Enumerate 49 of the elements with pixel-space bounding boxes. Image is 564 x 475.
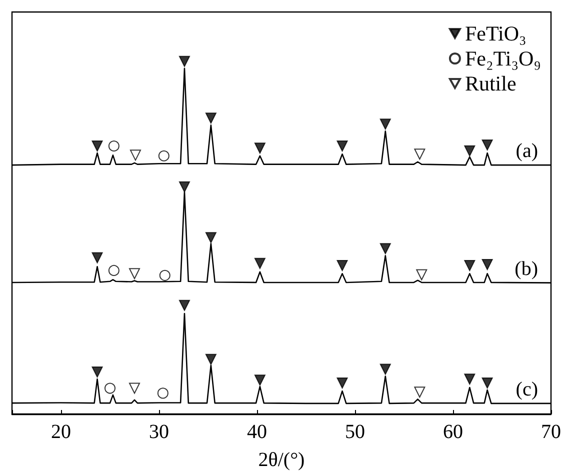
point xyxy=(464,260,476,272)
x-tick-label: 20 xyxy=(51,421,71,443)
point xyxy=(92,252,103,264)
point xyxy=(108,140,120,152)
point xyxy=(178,181,190,192)
point xyxy=(482,139,493,150)
point xyxy=(129,268,140,280)
point xyxy=(414,148,426,160)
point xyxy=(336,260,348,272)
x-tick-label: 70 xyxy=(541,421,561,443)
point xyxy=(416,269,428,280)
point xyxy=(159,270,170,281)
point xyxy=(482,377,493,388)
point xyxy=(92,140,103,152)
series-label: (a) xyxy=(516,140,538,162)
point xyxy=(380,364,391,375)
legend-label: Fe₂Ti₃O₉ xyxy=(464,46,542,70)
series-label: (c) xyxy=(516,378,538,400)
point xyxy=(380,243,391,254)
legend-label: Rutile xyxy=(464,72,516,96)
point xyxy=(129,382,140,394)
point xyxy=(254,258,266,269)
point xyxy=(336,377,348,388)
point xyxy=(414,386,426,398)
point xyxy=(178,56,190,67)
point xyxy=(157,388,168,399)
series-label: (b) xyxy=(514,258,538,280)
point xyxy=(178,300,190,311)
point xyxy=(104,382,116,394)
point xyxy=(205,354,216,365)
point xyxy=(205,232,216,244)
point xyxy=(158,150,170,162)
point xyxy=(130,150,141,161)
point xyxy=(254,374,266,386)
x-tick-label: 40 xyxy=(247,421,267,443)
point xyxy=(254,142,266,154)
point xyxy=(464,374,476,385)
point xyxy=(336,140,348,152)
point xyxy=(482,258,493,270)
x-tick-label: 30 xyxy=(149,421,169,443)
legend-label: FeTiO₃ xyxy=(464,22,526,46)
point xyxy=(92,366,103,378)
point xyxy=(205,112,216,124)
point xyxy=(380,118,391,130)
point xyxy=(464,145,476,156)
x-axis-title: 2θ/(°) xyxy=(258,449,305,471)
x-tick-label: 60 xyxy=(443,421,463,443)
x-tick-label: 50 xyxy=(345,421,365,443)
point xyxy=(108,264,120,276)
